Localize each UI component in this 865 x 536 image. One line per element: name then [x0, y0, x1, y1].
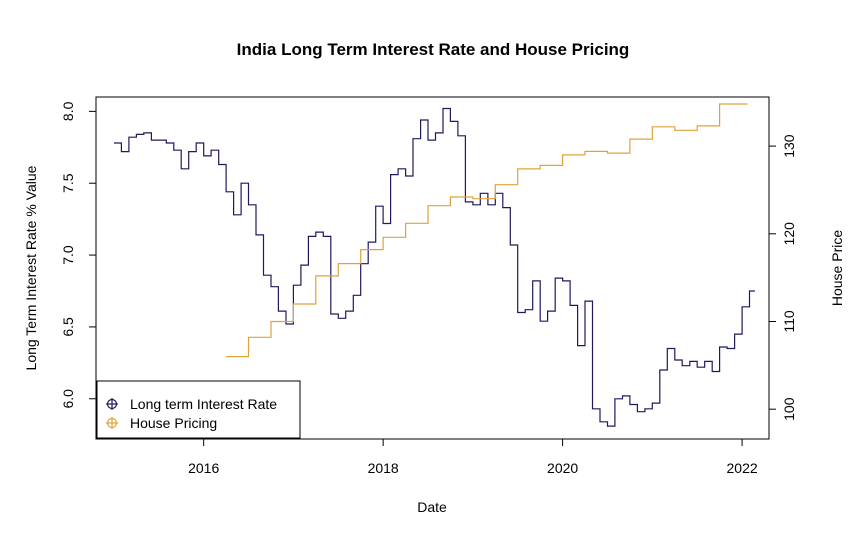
legend-symbol-interest — [106, 398, 118, 410]
legend: Long term Interest Rate House Pricing — [96, 380, 301, 439]
y-axis-right: 100 110 120 130 — [768, 134, 797, 421]
x-tick-label-0: 2016 — [188, 460, 219, 476]
series-layer — [113, 103, 755, 427]
x-axis-label: Date — [417, 499, 447, 515]
series-line-1 — [226, 103, 748, 358]
y-axis-label-left: Long Term Interest Rate % Value — [23, 165, 39, 370]
y-axis-left: 6.0 6.5 7.0 7.5 8.0 — [60, 101, 97, 409]
x-tick-label-3: 2022 — [727, 460, 758, 476]
y-left-tick-label-3: 7.5 — [60, 173, 76, 193]
legend-box — [96, 380, 301, 439]
x-axis: 2016 2018 2020 2022 — [188, 438, 758, 476]
series-line-0 — [113, 107, 755, 427]
legend-label-house: House Pricing — [130, 415, 217, 431]
legend-symbol-house — [106, 417, 118, 429]
x-tick-label-1: 2018 — [368, 460, 399, 476]
chart-title: India Long Term Interest Rate and House … — [237, 40, 630, 59]
y-left-tick-label-1: 6.5 — [60, 317, 76, 337]
y-right-tick-label-3: 130 — [781, 134, 797, 158]
y-axis-label-right: House Price — [829, 230, 845, 306]
y-right-tick-label-0: 100 — [781, 397, 797, 421]
legend-label-interest: Long term Interest Rate — [130, 396, 277, 412]
y-right-tick-label-1: 110 — [781, 310, 797, 333]
y-right-tick-label-2: 120 — [781, 222, 797, 246]
y-left-tick-label-0: 6.0 — [60, 389, 76, 409]
x-tick-label-2: 2020 — [547, 460, 578, 476]
y-left-tick-label-2: 7.0 — [60, 245, 76, 265]
y-left-tick-label-4: 8.0 — [60, 101, 76, 121]
